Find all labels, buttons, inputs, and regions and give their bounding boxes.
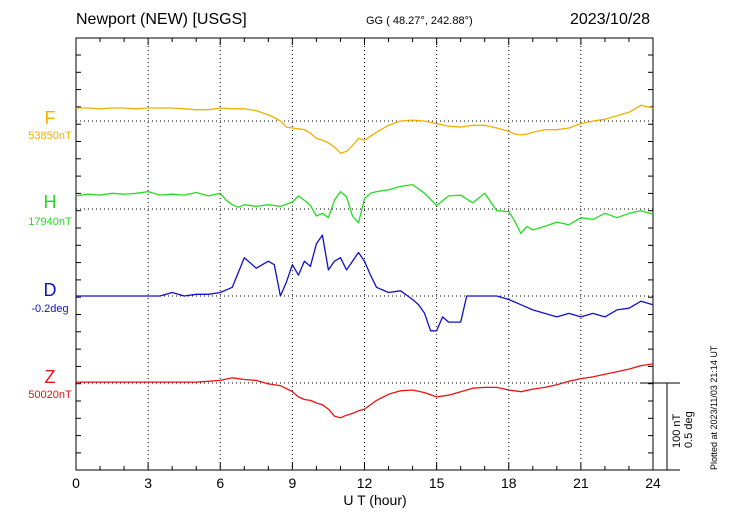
series-F-line — [76, 104, 654, 154]
label-Z: Z — [44, 367, 56, 387]
baseline-Z: 50020nT — [28, 389, 72, 401]
series-Z-line — [76, 363, 654, 419]
x-tick-label-21: 21 — [573, 475, 589, 491]
x-tick-label-6: 6 — [216, 475, 225, 491]
x-tick-label-12: 12 — [356, 475, 373, 491]
station-title: Newport (NEW) [USGS] — [76, 11, 247, 28]
series-lines — [75, 104, 654, 419]
x-tick-label-24: 24 — [645, 475, 661, 491]
baseline-H: 17940nT — [28, 216, 72, 228]
x-tick-label-9: 9 — [288, 475, 297, 491]
series-D-line — [76, 234, 654, 332]
baseline-D: -0.2deg — [31, 303, 69, 315]
x-tick-label-18: 18 — [500, 475, 517, 491]
x-tick-label-15: 15 — [428, 475, 445, 491]
baseline-F: 53850nT — [28, 130, 72, 142]
plotted-timestamp: Plotted at 2023/11/03 21:14 UT — [709, 345, 719, 470]
label-H: H — [43, 192, 57, 212]
scale-deg-label: 0.5 deg — [683, 411, 695, 448]
grid — [76, 38, 653, 470]
scale-bar — [640, 382, 680, 471]
label-D: D — [43, 280, 57, 300]
series-H-line — [75, 183, 654, 235]
scale-nt-label: 100 nT — [671, 413, 683, 448]
plot-frame — [75, 37, 654, 471]
x-tick-label-0: 0 — [72, 475, 80, 491]
date-label: 2023/10/28 — [570, 11, 651, 28]
x-axis-label: U T (hour) — [343, 492, 407, 508]
label-F: F — [44, 108, 56, 128]
coordinates-label: GG ( 48.27°, 242.88°) — [366, 15, 473, 27]
x-tick-label-3: 3 — [144, 475, 153, 491]
